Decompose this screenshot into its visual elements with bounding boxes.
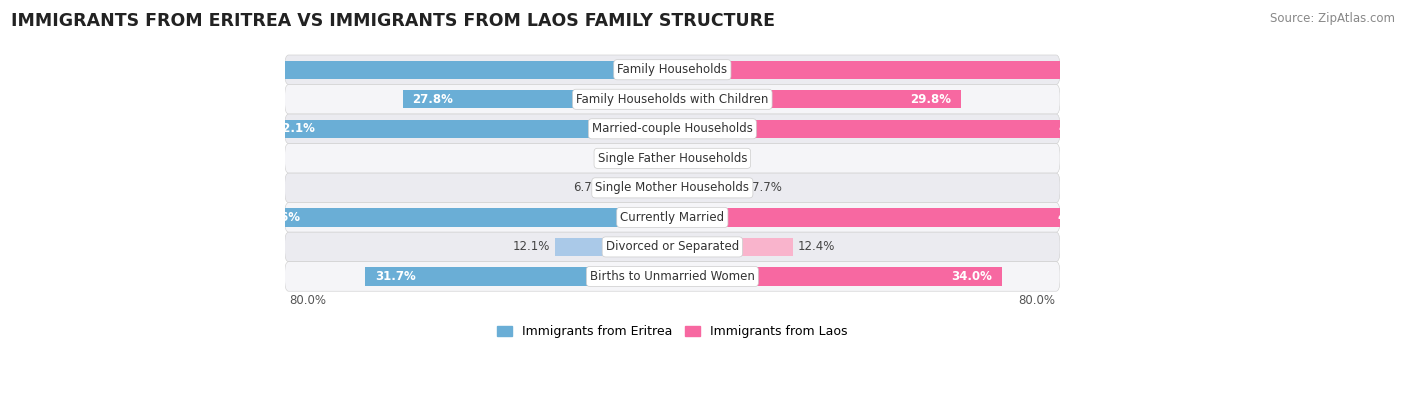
Bar — [366, 267, 672, 286]
Text: 12.4%: 12.4% — [797, 241, 835, 254]
Text: 80.0%: 80.0% — [290, 294, 326, 307]
Bar — [672, 208, 1108, 227]
Text: 34.0%: 34.0% — [952, 270, 993, 283]
FancyBboxPatch shape — [284, 114, 1060, 143]
Text: 80.0%: 80.0% — [1018, 294, 1054, 307]
FancyBboxPatch shape — [284, 261, 1060, 291]
Bar — [672, 90, 962, 108]
Text: 31.7%: 31.7% — [375, 270, 416, 283]
Bar — [250, 208, 672, 227]
Text: Births to Unmarried Women: Births to Unmarried Women — [591, 270, 755, 283]
FancyBboxPatch shape — [284, 143, 1060, 173]
Bar — [672, 179, 747, 197]
Text: IMMIGRANTS FROM ERITREA VS IMMIGRANTS FROM LAOS FAMILY STRUCTURE: IMMIGRANTS FROM ERITREA VS IMMIGRANTS FR… — [11, 12, 775, 30]
Bar — [83, 60, 672, 79]
Bar — [607, 179, 672, 197]
Text: 43.6%: 43.6% — [260, 211, 301, 224]
Text: Divorced or Separated: Divorced or Separated — [606, 241, 740, 254]
Text: 29.8%: 29.8% — [911, 93, 952, 106]
Bar — [672, 60, 1305, 79]
Text: Family Households: Family Households — [617, 63, 727, 76]
Text: 60.8%: 60.8% — [93, 63, 134, 76]
Bar — [672, 149, 700, 167]
Bar — [648, 149, 672, 167]
FancyBboxPatch shape — [284, 55, 1060, 85]
Text: Single Mother Households: Single Mother Households — [595, 181, 749, 194]
Text: 12.1%: 12.1% — [513, 241, 550, 254]
Text: 2.5%: 2.5% — [613, 152, 644, 165]
FancyBboxPatch shape — [284, 203, 1060, 232]
Text: 7.7%: 7.7% — [752, 181, 782, 194]
Text: Currently Married: Currently Married — [620, 211, 724, 224]
Text: 45.1%: 45.1% — [1059, 122, 1099, 135]
Text: Single Father Households: Single Father Households — [598, 152, 747, 165]
Bar — [264, 120, 672, 138]
Text: 2.9%: 2.9% — [706, 152, 735, 165]
Text: 45.0%: 45.0% — [1057, 211, 1098, 224]
Text: Married-couple Households: Married-couple Households — [592, 122, 752, 135]
Text: Family Households with Children: Family Households with Children — [576, 93, 769, 106]
Text: Source: ZipAtlas.com: Source: ZipAtlas.com — [1270, 12, 1395, 25]
Bar — [672, 238, 793, 256]
Text: 6.7%: 6.7% — [572, 181, 603, 194]
Legend: Immigrants from Eritrea, Immigrants from Laos: Immigrants from Eritrea, Immigrants from… — [492, 320, 852, 343]
Bar — [404, 90, 672, 108]
Text: 27.8%: 27.8% — [412, 93, 454, 106]
FancyBboxPatch shape — [284, 85, 1060, 114]
Text: 42.1%: 42.1% — [274, 122, 315, 135]
Text: 65.3%: 65.3% — [1254, 63, 1295, 76]
Bar — [672, 267, 1002, 286]
FancyBboxPatch shape — [284, 232, 1060, 261]
FancyBboxPatch shape — [284, 173, 1060, 203]
Bar — [555, 238, 672, 256]
Bar — [672, 120, 1109, 138]
